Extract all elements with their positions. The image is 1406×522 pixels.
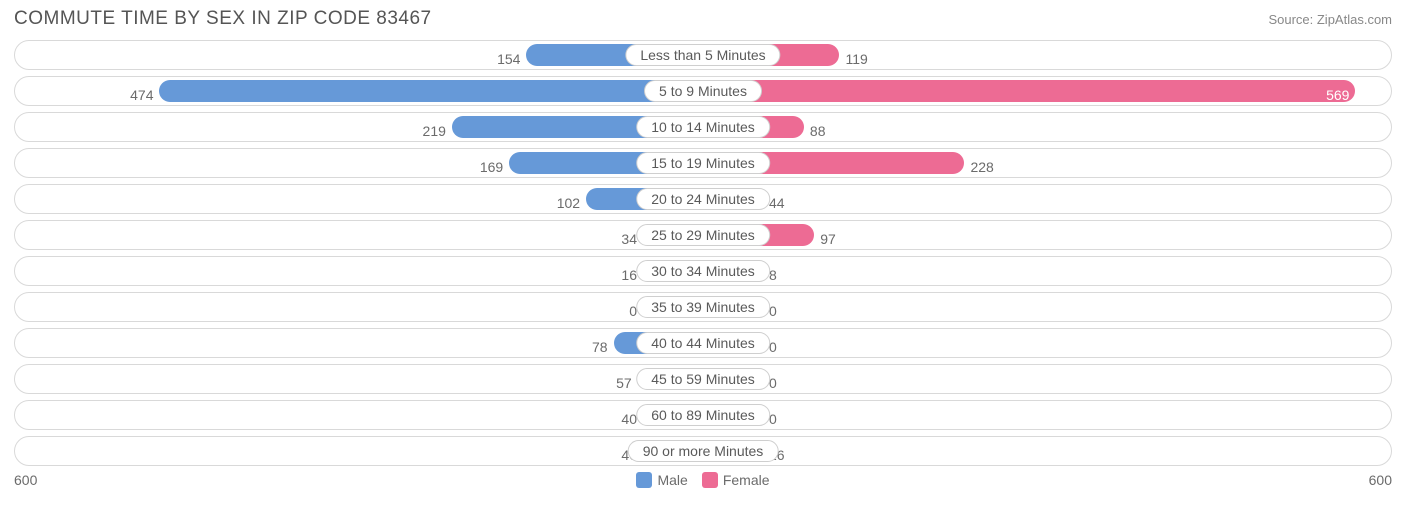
chart-row: 78040 to 44 Minutes — [14, 328, 1392, 358]
legend-label-female: Female — [723, 472, 770, 488]
chart-row: 0035 to 39 Minutes — [14, 292, 1392, 322]
legend-label-male: Male — [657, 472, 687, 488]
chart-row: 349725 to 29 Minutes — [14, 220, 1392, 250]
value-female: 97 — [814, 224, 836, 254]
value-female: 119 — [839, 44, 867, 74]
value-male: 474 — [130, 80, 159, 110]
category-label: 60 to 89 Minutes — [636, 404, 770, 426]
value-male: 102 — [557, 188, 586, 218]
chart-row: 40060 to 89 Minutes — [14, 400, 1392, 430]
category-label: 45 to 59 Minutes — [636, 368, 770, 390]
diverging-bar-chart: 154119Less than 5 Minutes4745695 to 9 Mi… — [14, 40, 1392, 466]
category-label: 15 to 19 Minutes — [636, 152, 770, 174]
chart-row: 401690 or more Minutes — [14, 436, 1392, 466]
legend: Male Female — [74, 472, 1332, 488]
chart-header: Commute Time By Sex in Zip Code 83467 So… — [14, 8, 1392, 30]
legend-item-female: Female — [702, 472, 770, 488]
chart-row: 1024420 to 24 Minutes — [14, 184, 1392, 214]
category-label: 5 to 9 Minutes — [644, 80, 762, 102]
value-male: 78 — [592, 332, 614, 362]
bar-male: 474 — [159, 80, 703, 102]
chart-source: Source: ZipAtlas.com — [1268, 12, 1392, 27]
chart-row: 16830 to 34 Minutes — [14, 256, 1392, 286]
value-male: 57 — [616, 368, 638, 398]
legend-swatch-male — [636, 472, 652, 488]
category-label: 90 or more Minutes — [628, 440, 779, 462]
chart-row: 154119Less than 5 Minutes — [14, 40, 1392, 70]
chart-row: 16922815 to 19 Minutes — [14, 148, 1392, 178]
category-label: 10 to 14 Minutes — [636, 116, 770, 138]
chart-row: 57045 to 59 Minutes — [14, 364, 1392, 394]
chart-title: Commute Time By Sex in Zip Code 83467 — [14, 8, 432, 30]
chart-row: 4745695 to 9 Minutes — [14, 76, 1392, 106]
value-male: 219 — [423, 116, 452, 146]
legend-item-male: Male — [636, 472, 687, 488]
value-female: 569 — [1326, 80, 1349, 110]
value-female: 228 — [964, 152, 993, 182]
category-label: 40 to 44 Minutes — [636, 332, 770, 354]
chart-row: 2198810 to 14 Minutes — [14, 112, 1392, 142]
value-male: 154 — [497, 44, 526, 74]
value-male: 169 — [480, 152, 509, 182]
legend-swatch-female — [702, 472, 718, 488]
axis-max-right: 600 — [1332, 472, 1392, 488]
category-label: 25 to 29 Minutes — [636, 224, 770, 246]
chart-footer: 600 Male Female 600 — [14, 472, 1392, 488]
category-label: 30 to 34 Minutes — [636, 260, 770, 282]
axis-max-left: 600 — [14, 472, 74, 488]
bar-female: 569 — [703, 80, 1355, 102]
category-label: 35 to 39 Minutes — [636, 296, 770, 318]
value-female: 88 — [804, 116, 826, 146]
category-label: 20 to 24 Minutes — [636, 188, 770, 210]
category-label: Less than 5 Minutes — [625, 44, 780, 66]
